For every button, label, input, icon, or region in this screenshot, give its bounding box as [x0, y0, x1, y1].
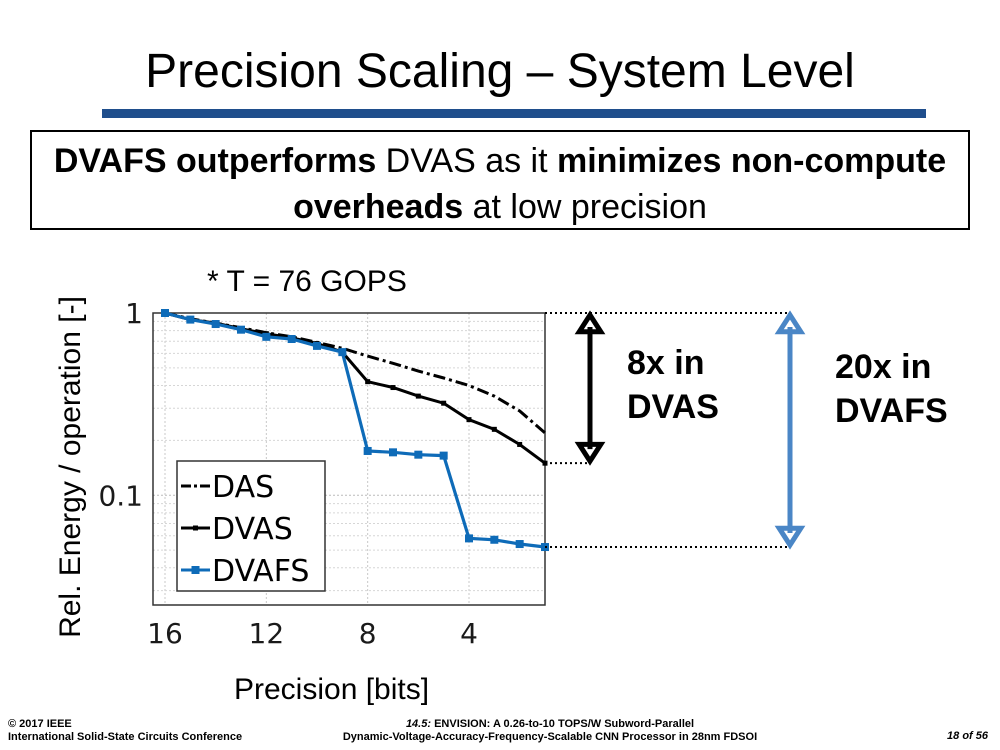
x-axis-label: Precision [bits] [234, 673, 430, 706]
legend-marker-dvas [193, 525, 198, 531]
dvafs-arrow-head-down [774, 525, 806, 550]
legend-label-dvafs: DVAFS [212, 554, 309, 589]
data-point-dvafs [287, 335, 296, 344]
data-point-dvafs [363, 446, 372, 455]
dvas-arrow-head-up [574, 310, 606, 335]
x-tick-label: 8 [359, 617, 377, 650]
footer-paper: 14.5: ENVISION: A 0.26-to-10 TOPS/W Subw… [300, 718, 800, 744]
data-point-dvafs [313, 341, 321, 350]
data-point-dvafs [414, 450, 423, 459]
data-point-dvafs [490, 535, 499, 544]
data-point-dvafs [338, 348, 347, 357]
legend-marker-dvafs [191, 566, 200, 574]
callout-bold-2: minimizes non-compute overheads [293, 142, 947, 226]
x-tick-labels: 16 12 8 4 [147, 617, 478, 650]
data-point-dvafs [237, 325, 245, 334]
ratio-arrows [545, 310, 806, 550]
data-point-dvas [390, 385, 396, 391]
chart-legend: DAS DVAS DVAFS [176, 460, 326, 592]
x-tick-label: 16 [147, 617, 183, 650]
data-point-dvafs [211, 320, 220, 329]
data-point-dvafs [389, 448, 397, 457]
dvafs-annotation-line2: DVAFS [835, 392, 948, 430]
slide-title: Precision Scaling – System Level [145, 45, 855, 98]
y-tick-label: 0.1 [98, 479, 143, 512]
dvafs-arrow-head-up [774, 310, 806, 335]
footer-copyright: © 2017 IEEE International Solid-State Ci… [8, 718, 242, 744]
footer-conference: International Solid-State Circuits Confe… [8, 731, 243, 743]
callout-text-2: at low precision [463, 188, 707, 226]
x-tick-label: 4 [460, 617, 478, 650]
data-point-dvas [415, 393, 421, 399]
data-point-dvafs [515, 540, 524, 549]
y-tick-label: 1 [125, 297, 143, 330]
data-point-dvafs [439, 451, 448, 460]
legend-label-das: DAS [212, 470, 274, 505]
data-point-dvas [517, 441, 523, 447]
data-point-dvafs [161, 309, 169, 317]
dvas-annotation: 8x in DVAS [627, 341, 719, 429]
data-point-dvas [365, 379, 371, 385]
data-point-dvafs [186, 315, 195, 324]
callout-bold-1: DVAFS outperforms [53, 142, 377, 180]
page-number: 18 of 56 [947, 730, 988, 742]
callout-text-1: DVAS as it [376, 142, 557, 180]
data-point-dvas [466, 417, 472, 423]
dvafs-annotation: 20x in DVAFS [835, 345, 948, 433]
y-tick-labels: 10.1 [98, 297, 143, 512]
data-point-dvas [491, 426, 497, 432]
data-point-dvafs [465, 534, 473, 543]
data-point-dvas [441, 400, 447, 406]
callout-box: DVAFS outperforms DVAS as it minimizes n… [30, 130, 970, 230]
dvas-arrow-head-down [574, 441, 606, 466]
throughput-note: * T = 76 GOPS [207, 265, 407, 298]
data-point-dvafs [262, 332, 271, 341]
footer-paper-line2: Dynamic-Voltage-Accuracy-Frequency-Scala… [342, 731, 758, 743]
footer-ieee: © 2017 IEEE [8, 718, 72, 730]
title-underline [102, 109, 926, 118]
plot-frame [152, 312, 546, 606]
dvas-annotation-line2: DVAS [627, 388, 719, 426]
chart-series [161, 309, 549, 552]
legend-label-dvas: DVAS [212, 512, 293, 547]
footer-paper-line1: ENVISION: A 0.26-to-10 TOPS/W Subword-Pa… [431, 718, 695, 730]
dvafs-annotation-line1: 20x in [835, 348, 932, 386]
x-tick-label: 12 [249, 617, 285, 650]
series-line-dvafs [164, 311, 546, 549]
footer-session: 14.5: [405, 718, 432, 730]
dvas-annotation-line1: 8x in [627, 344, 705, 382]
